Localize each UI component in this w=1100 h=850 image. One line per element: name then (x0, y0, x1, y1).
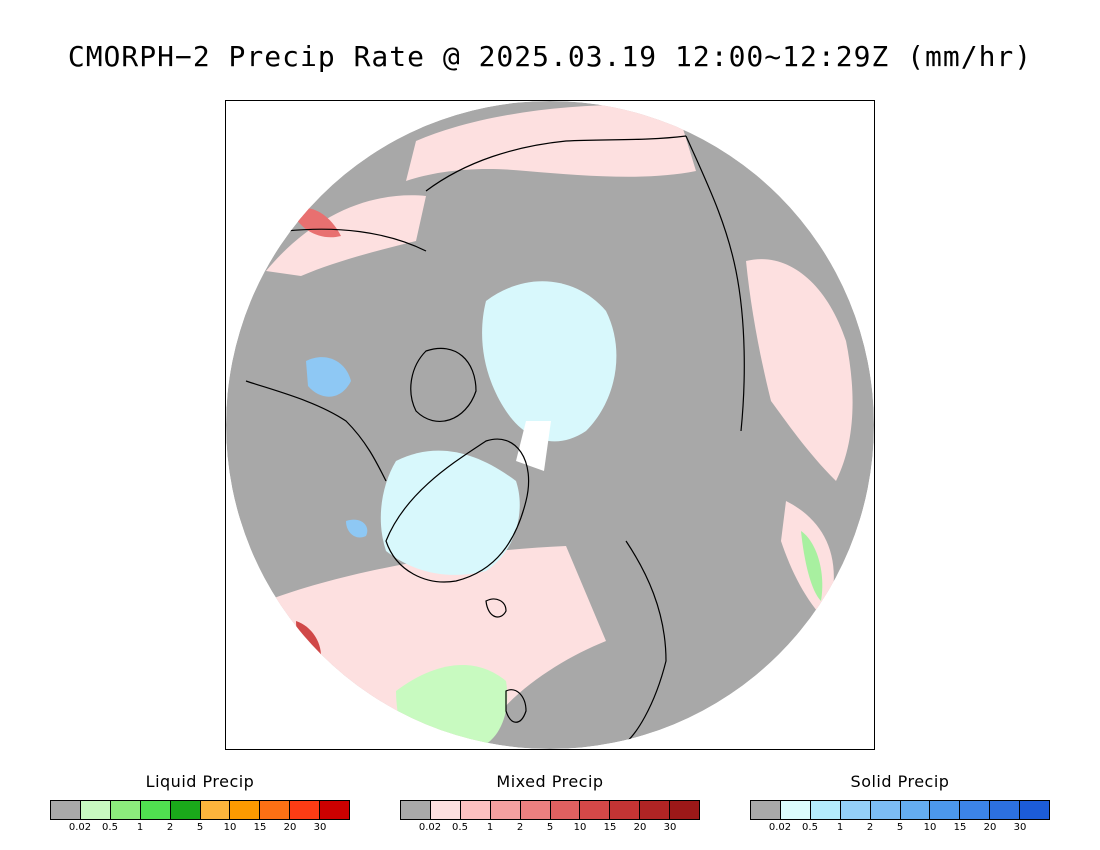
arctic-archipelago-coast (410, 347, 477, 422)
legend-swatch (320, 801, 350, 819)
legend-swatch (460, 801, 491, 819)
map-disk (226, 101, 874, 749)
legend-tick-label: 10 (223, 822, 237, 833)
legend-swatch (960, 801, 991, 819)
legend-tick-label: 20 (283, 822, 297, 833)
solid-precip-area-baffin (346, 519, 368, 538)
legend-swatch (550, 801, 581, 819)
legend-swatch (810, 801, 841, 819)
legend-tick-label: 2 (166, 822, 174, 833)
legend-tick-label: 20 (633, 822, 647, 833)
greenland-coast (385, 438, 530, 583)
mixed-precip-area-alaska (266, 195, 426, 276)
legend-tick-label: 0.02 (68, 822, 92, 833)
legend-swatch (580, 801, 611, 819)
legend-swatch (430, 801, 461, 819)
solid-precip-area-canada (306, 357, 351, 397)
legend-tick-label: 0.5 (452, 822, 468, 833)
legend-tick-label: 1 (486, 822, 494, 833)
legend-swatch (260, 801, 291, 819)
legend-tick-label: 30 (1013, 822, 1027, 833)
legend-swatch (930, 801, 961, 819)
legend-swatch (140, 801, 171, 819)
legend-swatch (51, 801, 81, 819)
legend-color-bar (750, 800, 1050, 820)
legend-tick-label: 15 (253, 822, 267, 833)
legend-swatch (990, 801, 1021, 819)
legend-swatch (290, 801, 321, 819)
mixed-precip-area-siberia (746, 259, 853, 481)
solid-precip-area-greenland (380, 450, 520, 575)
map-title: CMORPH−2 Precip Rate @ 2025.03.19 12:00~… (67, 40, 1033, 73)
legend-swatch (490, 801, 521, 819)
legend-tick-label: 5 (896, 822, 904, 833)
legend-title: Solid Precip (850, 772, 950, 791)
legend-swatch (870, 801, 901, 819)
legend-solid-precip: Solid Precip 0.02 0.5 1 2 5 10 15 20 30 (750, 772, 1050, 836)
legend-tick-label: 5 (196, 822, 204, 833)
legend-swatch (80, 801, 111, 819)
legend-tick-label: 0.5 (102, 822, 118, 833)
legend-tick-label: 10 (923, 822, 937, 833)
polar-precip-map-svg (226, 101, 874, 749)
legend-tick-label: 0.02 (418, 822, 442, 833)
legend-tick-label: 0.02 (768, 822, 792, 833)
liquid-precip-area-asia (801, 531, 823, 601)
legend-color-bar (400, 800, 700, 820)
legend-ticks: 0.02 0.5 1 2 5 10 15 20 30 (50, 822, 350, 836)
legend-tick-label: 5 (546, 822, 554, 833)
legend-swatch (640, 801, 671, 819)
legend-title: Liquid Precip (145, 772, 255, 791)
legend-tick-label: 15 (603, 822, 617, 833)
legend-ticks: 0.02 0.5 1 2 5 10 15 20 30 (750, 822, 1050, 836)
heavy-mixed-precip-atlantic (296, 621, 321, 656)
legend-swatch (900, 801, 931, 819)
legend-swatch (1020, 801, 1050, 819)
legend-ticks: 0.02 0.5 1 2 5 10 15 20 30 (400, 822, 700, 836)
siberia-coast (685, 135, 745, 432)
legend-swatch (110, 801, 141, 819)
canada-coast (245, 380, 387, 482)
legend-swatch (751, 801, 781, 819)
legend-title: Mixed Precip (496, 772, 604, 791)
legend-swatch (780, 801, 811, 819)
legend-swatch (200, 801, 231, 819)
solid-precip-area-arctic-ocean (482, 281, 617, 442)
scandinavia-coast (615, 540, 667, 749)
legend-swatch (520, 801, 551, 819)
legend-tick-label: 30 (663, 822, 677, 833)
legend-swatch (840, 801, 871, 819)
alaska-coast (285, 228, 427, 252)
legend-tick-label: 30 (313, 822, 327, 833)
legend-swatch (670, 801, 700, 819)
legend-swatch (610, 801, 641, 819)
british-isles-coast (505, 689, 527, 723)
coastlines (245, 135, 745, 749)
chukotka-coast (425, 135, 687, 192)
legend-tick-label: 15 (953, 822, 967, 833)
legend-mixed-precip: Mixed Precip 0.02 0.5 1 2 5 10 15 20 30 (400, 772, 700, 836)
legend-tick-label: 2 (516, 822, 524, 833)
precip-map (225, 100, 875, 750)
iceland-coast (485, 598, 507, 618)
legend-tick-label: 2 (866, 822, 874, 833)
legend-tick-label: 1 (836, 822, 844, 833)
legend-tick-label: 1 (136, 822, 144, 833)
legend-liquid-precip: Liquid Precip 0.02 0.5 1 2 5 10 15 20 30 (50, 772, 350, 836)
legend-swatch (401, 801, 431, 819)
heavy-mixed-precip-alaska (291, 207, 341, 238)
legend-tick-label: 10 (573, 822, 587, 833)
legend-swatch (170, 801, 201, 819)
legend-tick-label: 20 (983, 822, 997, 833)
legend-tick-label: 0.5 (802, 822, 818, 833)
legend-color-bar (50, 800, 350, 820)
legend-swatch (230, 801, 261, 819)
